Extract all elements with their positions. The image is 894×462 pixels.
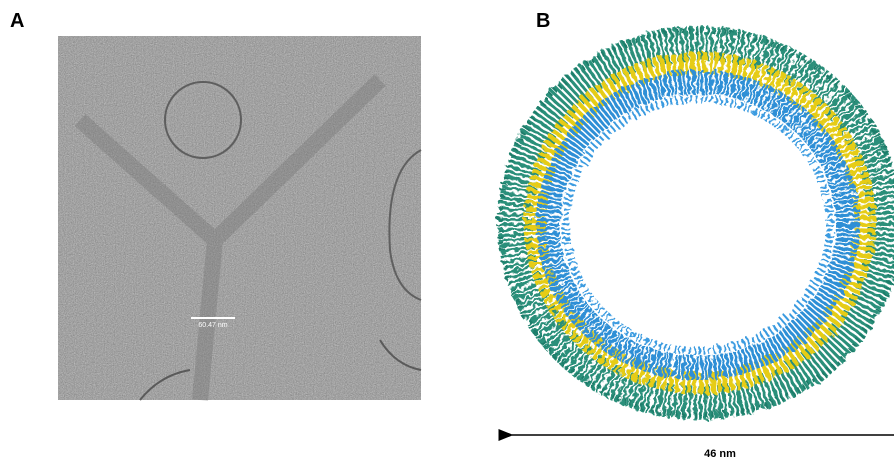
panel-label: B [536,10,550,32]
tomogram: 60.47 nm [58,36,421,400]
panel-label: A [10,10,24,32]
scale-label: 46 nm [704,448,736,460]
figure: A 60.47 nm B 46 nm [0,0,894,462]
scale-label: 60.47 nm [198,322,227,329]
protein-ring [500,31,894,415]
